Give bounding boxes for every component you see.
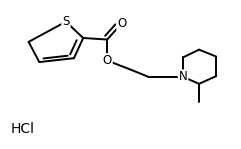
Text: O: O — [103, 54, 112, 67]
Text: S: S — [62, 15, 70, 28]
Text: HCl: HCl — [10, 122, 34, 136]
Text: N: N — [179, 70, 187, 83]
Text: O: O — [117, 17, 127, 30]
